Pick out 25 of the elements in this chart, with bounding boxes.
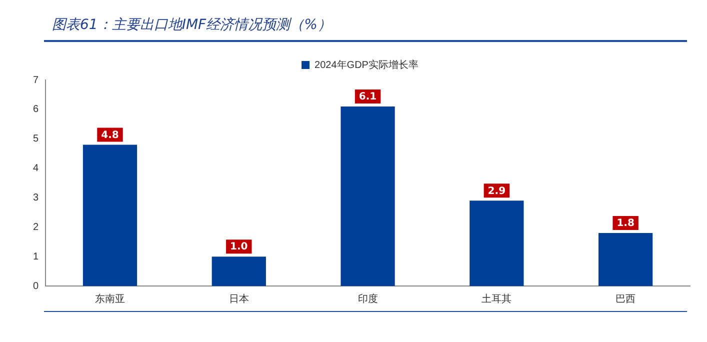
x-tick-label: 日本 [228, 292, 249, 305]
data-label: 6.1 [358, 92, 377, 103]
data-label: 4.8 [101, 130, 119, 141]
bar [598, 233, 653, 286]
y-tick-label: 1 [33, 251, 39, 262]
y-tick-label: 4 [33, 163, 39, 174]
y-tick-label: 3 [33, 192, 39, 204]
x-tick-label: 巴西 [616, 294, 636, 305]
x-tick-label: 印度 [358, 292, 378, 305]
bar [82, 144, 138, 286]
bar [212, 256, 266, 286]
bar [470, 200, 524, 286]
bar [340, 106, 395, 286]
data-label: 1.8 [616, 218, 634, 230]
data-label: 2.9 [488, 186, 506, 197]
y-tick-label: 5 [33, 134, 39, 145]
x-tick-label: 土耳其 [482, 292, 512, 305]
y-tick-label: 7 [33, 74, 39, 86]
x-tick-label: 东南亚 [95, 292, 126, 305]
y-tick-label: 0 [33, 280, 39, 292]
y-tick-label: 6 [33, 104, 39, 116]
data-label: 1.0 [230, 242, 248, 253]
y-tick-label: 2 [33, 222, 39, 233]
legend-label: 2024年GDP实际增长率 [314, 58, 418, 71]
chart-title: 图表61：主要出口地IMF经济情况预测（%） [52, 16, 332, 34]
